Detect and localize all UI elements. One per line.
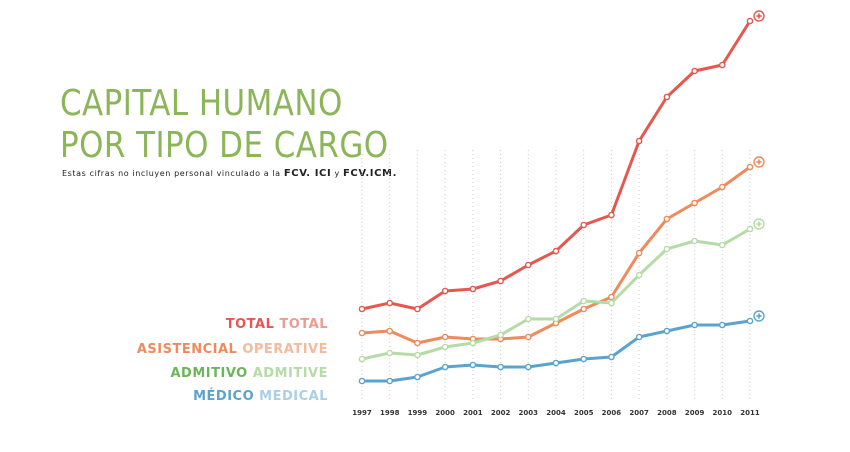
x-tick-label-2002: 2002 bbox=[491, 409, 511, 417]
data-point-0-2007 bbox=[635, 137, 643, 145]
x-tick-label-1998: 1998 bbox=[380, 409, 400, 417]
legend-medico-en: MEDICAL bbox=[259, 389, 328, 404]
data-point-2-2009 bbox=[691, 237, 698, 245]
data-point-2-2005 bbox=[580, 297, 588, 305]
x-tick-label-2008: 2008 bbox=[657, 409, 677, 417]
x-tick-label-2003: 2003 bbox=[519, 409, 539, 417]
data-point-2-1999 bbox=[414, 351, 421, 359]
legend-admitivo-en: ADMITIVE bbox=[252, 366, 328, 381]
legend-total: TOTAL TOTAL bbox=[120, 317, 328, 332]
chart-title-line2: POR TIPO DE CARGO bbox=[60, 125, 389, 166]
x-tick-label-2000: 2000 bbox=[435, 409, 455, 417]
legend-medico-es: MÉDICO bbox=[193, 389, 255, 404]
data-point-0-2003 bbox=[524, 261, 532, 269]
data-point-2-2004 bbox=[552, 315, 560, 323]
data-point-0-2011 bbox=[746, 17, 754, 25]
data-point-3-2008 bbox=[663, 327, 671, 335]
chart-title-line1: CAPITAL HUMANO bbox=[60, 83, 343, 124]
data-point-3-2000 bbox=[441, 363, 449, 371]
legend-admitivo-es: ADMITIVO bbox=[170, 366, 248, 381]
data-point-1-1997 bbox=[358, 329, 366, 337]
data-point-0-2001 bbox=[469, 285, 477, 293]
data-point-2-2000 bbox=[441, 343, 449, 351]
data-point-3-2004 bbox=[552, 359, 560, 367]
data-point-2-2003 bbox=[524, 315, 532, 323]
data-point-1-1999 bbox=[414, 339, 421, 347]
data-point-2-2010 bbox=[718, 241, 726, 249]
x-tick-label-1999: 1999 bbox=[408, 409, 428, 417]
data-point-3-2011 bbox=[746, 317, 754, 325]
x-tick-label-2009: 2009 bbox=[685, 409, 705, 417]
data-point-3-1997 bbox=[358, 377, 366, 385]
data-point-1-2003 bbox=[524, 333, 532, 341]
data-point-1-2009 bbox=[691, 199, 698, 207]
x-tick-label-2011: 2011 bbox=[740, 409, 760, 417]
data-point-0-2009 bbox=[691, 67, 698, 75]
data-point-3-2005 bbox=[580, 355, 588, 363]
data-point-1-2005 bbox=[580, 305, 588, 313]
data-point-0-2010 bbox=[718, 61, 726, 69]
x-tick-label-2010: 2010 bbox=[713, 409, 733, 417]
legend-total-en: TOTAL bbox=[279, 317, 328, 332]
x-tick-label-1997: 1997 bbox=[352, 409, 372, 417]
data-point-0-2005 bbox=[580, 221, 588, 229]
data-point-3-1998 bbox=[386, 377, 394, 385]
data-point-1-2008 bbox=[663, 215, 671, 223]
data-point-2-1998 bbox=[386, 349, 394, 357]
data-point-2-2007 bbox=[635, 271, 643, 279]
data-point-2-2006 bbox=[608, 299, 615, 307]
legend-asistencial-en: OPERATIVE bbox=[242, 342, 328, 357]
legend-medico: MÉDICO MEDICAL bbox=[120, 389, 328, 404]
x-tick-label-2004: 2004 bbox=[546, 409, 566, 417]
data-point-1-2006 bbox=[608, 293, 615, 301]
chart-title: CAPITAL HUMANO POR TIPO DE CARGO bbox=[60, 83, 389, 167]
data-point-1-2000 bbox=[441, 333, 449, 341]
legend-admitivo: ADMITIVO ADMITIVE bbox=[120, 366, 328, 381]
chart-subtitle: Estas cifras no incluyen personal vincul… bbox=[62, 168, 397, 179]
data-point-2-2011 bbox=[746, 225, 754, 233]
data-point-3-2006 bbox=[608, 353, 615, 361]
data-point-2-2001 bbox=[469, 339, 477, 347]
data-point-0-2002 bbox=[497, 277, 504, 285]
data-point-1-1998 bbox=[386, 327, 394, 335]
legend-asistencial-es: ASISTENCIAL bbox=[136, 342, 238, 357]
data-point-0-1998 bbox=[386, 299, 394, 307]
data-point-0-2000 bbox=[441, 287, 449, 295]
data-point-1-2007 bbox=[635, 249, 643, 257]
x-tick-label-2006: 2006 bbox=[602, 409, 622, 417]
data-point-0-1997 bbox=[358, 305, 366, 313]
data-point-3-2003 bbox=[524, 363, 532, 371]
data-point-0-2004 bbox=[552, 247, 560, 255]
data-point-3-2001 bbox=[469, 361, 477, 369]
x-tick-label-2007: 2007 bbox=[629, 409, 649, 417]
data-point-1-2010 bbox=[718, 183, 726, 191]
data-point-1-2011 bbox=[746, 163, 754, 171]
data-point-3-2009 bbox=[691, 321, 698, 329]
data-point-0-2008 bbox=[663, 93, 671, 101]
legend-total-es: TOTAL bbox=[225, 317, 275, 332]
data-point-3-2007 bbox=[635, 333, 643, 341]
x-tick-label-2001: 2001 bbox=[463, 409, 483, 417]
data-point-3-2002 bbox=[497, 363, 504, 371]
series-line-0 bbox=[360, 19, 752, 311]
data-point-0-1999 bbox=[414, 305, 421, 313]
data-point-3-1999 bbox=[414, 373, 421, 381]
legend-asistencial: ASISTENCIAL OPERATIVE bbox=[120, 342, 328, 357]
data-point-2-2002 bbox=[497, 331, 504, 339]
data-point-3-2010 bbox=[718, 321, 726, 329]
data-point-2-1997 bbox=[358, 355, 366, 363]
data-point-0-2006 bbox=[608, 211, 615, 219]
data-point-2-2008 bbox=[663, 245, 671, 253]
x-tick-label-2005: 2005 bbox=[574, 409, 594, 417]
